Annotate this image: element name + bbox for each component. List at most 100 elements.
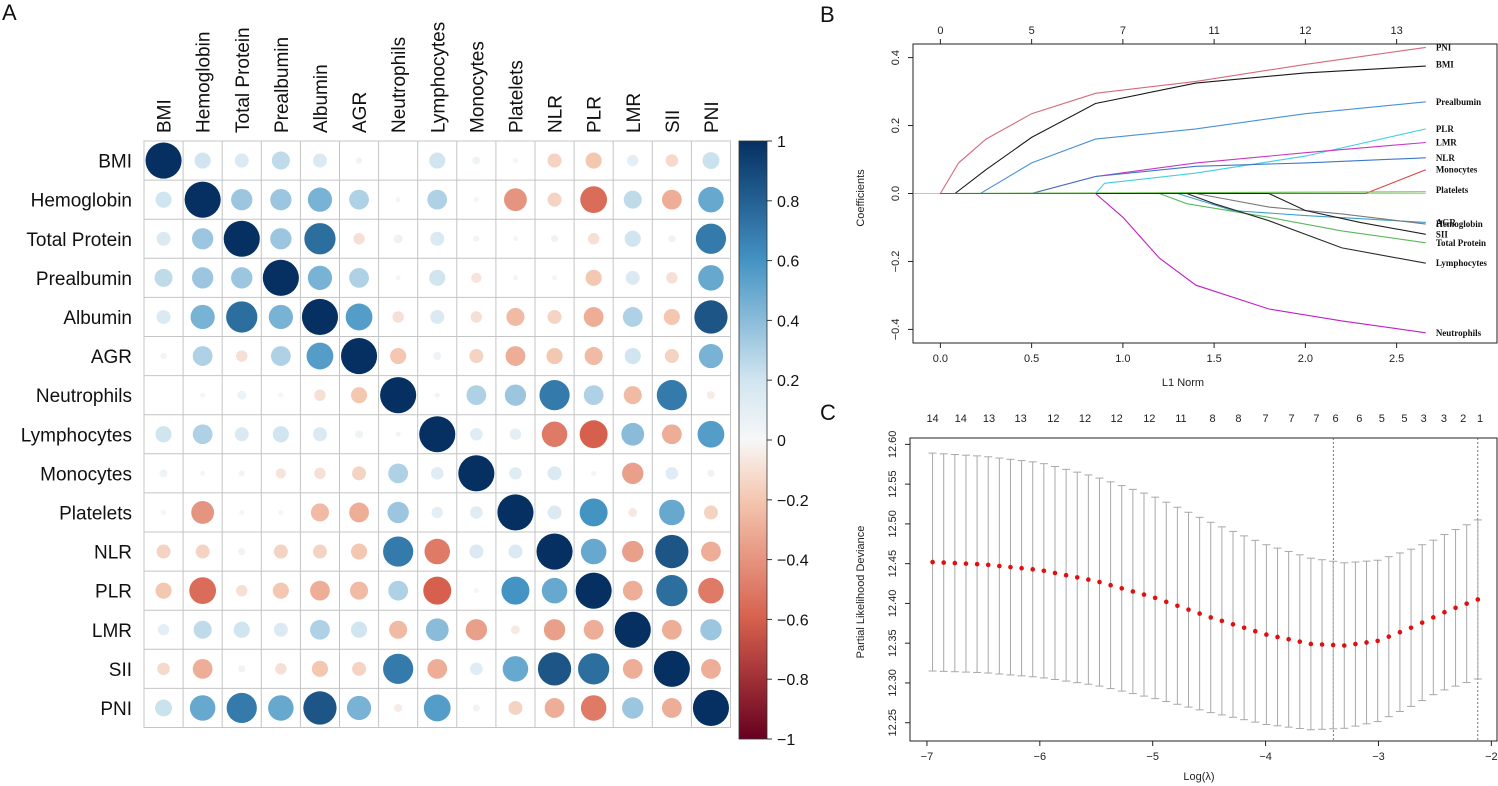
- series-label: Total Protein: [1436, 238, 1486, 248]
- coef-y-label: Coefficients: [855, 169, 867, 227]
- coef-x-label: L1 Norm: [1162, 377, 1204, 389]
- corr-circle: [349, 267, 369, 288]
- corr-circle: [234, 427, 249, 442]
- column-label: Albumin: [311, 64, 332, 133]
- deviance-point: [1475, 597, 1481, 602]
- y-tick-label: 12.25: [887, 709, 899, 737]
- top-tick-label: 5: [1379, 413, 1385, 425]
- y-tick-label: 12.55: [887, 470, 899, 498]
- deviance-point: [1130, 589, 1136, 594]
- colorbar-tick-label: 0.2: [777, 373, 799, 390]
- coef-path-pni: [939, 46, 1426, 194]
- row-label: AGR: [91, 347, 132, 368]
- corr-circle: [471, 272, 482, 283]
- colorbar: 1 0.8 0.6 0.4 0.2 0 −0.2 −0.4 −0.6 −0.8 −1: [738, 134, 809, 749]
- corr-circle: [190, 304, 215, 330]
- corr-circle: [661, 424, 682, 445]
- corr-circle: [470, 311, 483, 323]
- corr-circle: [350, 621, 368, 638]
- corr-circle: [707, 469, 715, 477]
- cv-x-label: Log(λ): [1183, 771, 1214, 783]
- corr-circle: [268, 304, 293, 330]
- row-label: NLR: [94, 543, 132, 564]
- deviance-point: [1453, 605, 1458, 611]
- corr-circle: [547, 192, 562, 207]
- top-tick-label: 5: [1029, 25, 1035, 37]
- top-tick-label: 11: [1175, 413, 1186, 425]
- x-tick-label: −4: [1259, 751, 1272, 763]
- corr-circle: [458, 455, 495, 492]
- deviance-point: [1264, 632, 1269, 637]
- deviance-point: [1074, 575, 1080, 580]
- top-tick-label: 13: [1015, 413, 1027, 425]
- deviance-point: [1353, 641, 1358, 647]
- x-tick-label: 0.5: [1024, 353, 1039, 365]
- corr-circle: [200, 470, 206, 476]
- deviance-point: [1297, 639, 1303, 644]
- corr-circle: [192, 346, 213, 366]
- corr-circle: [621, 422, 645, 446]
- x-tick-label: −7: [921, 751, 934, 763]
- corr-circle: [191, 228, 214, 250]
- y-tick-label: 12.30: [887, 669, 899, 697]
- corr-circle: [350, 581, 369, 600]
- corr-circle: [655, 534, 689, 569]
- top-tick-label: 12: [1079, 413, 1091, 425]
- deviance-point: [1386, 634, 1392, 639]
- corr-circle: [314, 467, 326, 480]
- corr-circle: [585, 269, 602, 286]
- corr-circle: [433, 352, 442, 361]
- corr-circle: [226, 301, 258, 333]
- corr-circle: [419, 416, 456, 453]
- corr-circle: [694, 300, 728, 334]
- colorbar-tick-label: −0.8: [777, 672, 809, 689]
- corr-circle: [427, 189, 448, 210]
- corr-circle: [352, 466, 367, 481]
- corr-circle: [352, 661, 367, 676]
- series-label: PLR: [1436, 124, 1455, 134]
- column-label: Total Protein: [233, 27, 254, 133]
- corr-circle: [622, 658, 643, 679]
- corr-circle: [623, 190, 642, 209]
- series-label: Hemoglobin: [1436, 219, 1483, 229]
- corr-circle: [388, 580, 409, 601]
- deviance-point: [1397, 629, 1403, 635]
- corr-circle: [310, 619, 330, 640]
- corr-circle: [622, 307, 643, 327]
- corr-circle: [429, 152, 446, 169]
- corr-circle: [155, 582, 172, 599]
- corr-circle: [466, 385, 487, 406]
- y-tick-label: −0.4: [890, 319, 902, 341]
- corr-circle: [395, 431, 401, 437]
- corr-circle: [423, 576, 452, 605]
- corr-circle: [661, 619, 682, 640]
- x-tick-label: 1.0: [1115, 353, 1130, 365]
- column-label: Lymphocytes: [428, 22, 449, 133]
- cv-plot-frame: [909, 437, 1498, 742]
- corr-circle: [239, 509, 245, 515]
- corr-circle: [703, 505, 718, 520]
- corr-circle: [585, 152, 602, 169]
- corr-circle: [383, 653, 414, 684]
- panel-label-b: B: [820, 2, 835, 27]
- colorbar-tick-label: 0.8: [777, 194, 799, 211]
- corr-circle: [587, 233, 600, 245]
- deviance-point: [1175, 603, 1180, 609]
- x-tick-label: −6: [1034, 751, 1047, 763]
- deviance-point: [1052, 570, 1058, 576]
- x-tick-label: 2.5: [1389, 353, 1404, 365]
- corr-circle: [155, 191, 172, 208]
- corr-circle: [346, 695, 372, 721]
- corr-circle: [394, 703, 403, 712]
- column-label: NLR: [546, 95, 567, 133]
- colorbar-tick-label: 1: [777, 134, 786, 151]
- corr-circle: [547, 153, 562, 168]
- corr-circle: [270, 228, 292, 250]
- corr-circle: [306, 342, 334, 370]
- corr-circle: [434, 392, 440, 398]
- corr-circle: [470, 662, 483, 676]
- y-tick-label: 0.0: [890, 186, 902, 201]
- corr-circle: [314, 389, 326, 401]
- colorbar-tick-label: −0.6: [777, 612, 809, 629]
- corr-circle: [698, 186, 724, 213]
